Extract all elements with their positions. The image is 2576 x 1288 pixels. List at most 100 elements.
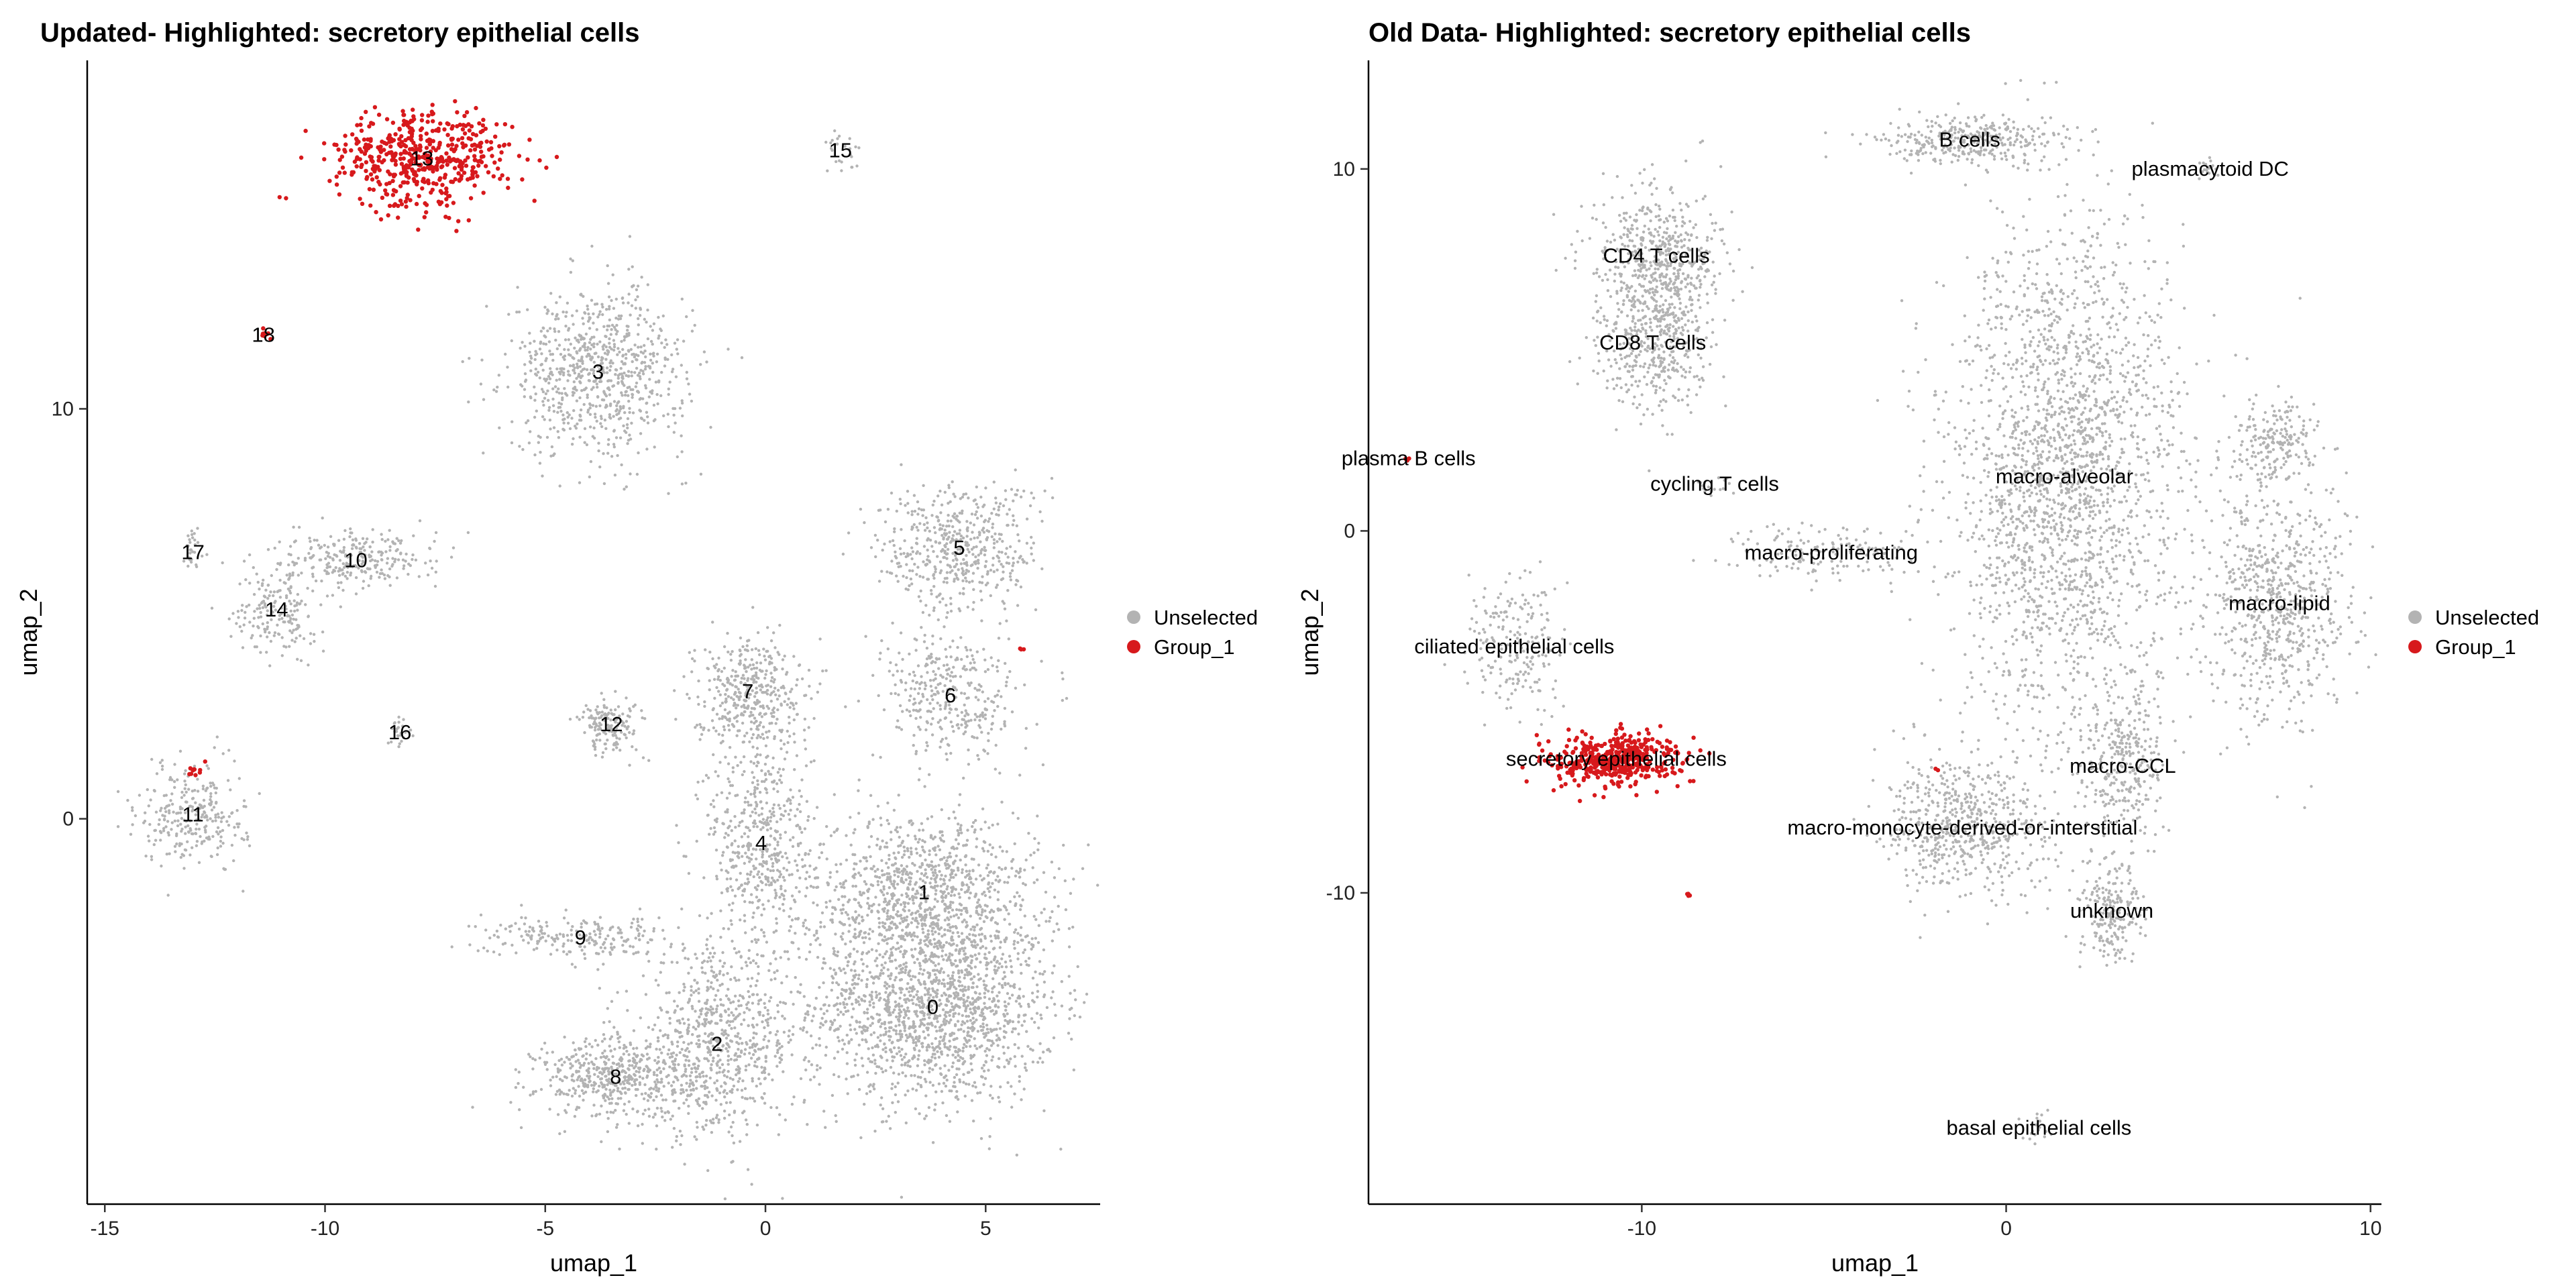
data-point <box>533 399 536 402</box>
data-point <box>1043 970 1046 973</box>
data-point <box>651 371 654 374</box>
data-point <box>741 1096 743 1099</box>
data-point <box>537 435 540 437</box>
data-point <box>818 1044 821 1046</box>
data-point <box>655 380 657 383</box>
data-point <box>579 293 582 296</box>
data-point <box>645 1076 648 1079</box>
data-point <box>875 964 878 967</box>
data-point <box>956 1110 959 1113</box>
data-point <box>939 858 942 861</box>
data-point <box>1006 1081 1009 1084</box>
data-point <box>643 344 645 347</box>
data-point <box>588 379 590 382</box>
data-point <box>728 1046 731 1049</box>
data-point <box>721 854 724 857</box>
data-point <box>576 1079 579 1081</box>
data-point <box>1024 914 1026 917</box>
data-point <box>831 912 834 915</box>
data-point <box>898 987 901 989</box>
data-point <box>769 816 772 818</box>
data-point <box>1038 924 1040 927</box>
data-point <box>558 1132 561 1135</box>
data-point <box>535 1090 537 1093</box>
data-point <box>973 1037 976 1040</box>
data-point <box>932 874 935 877</box>
data-point <box>577 359 580 362</box>
data-point <box>879 816 882 819</box>
data-point <box>482 451 484 454</box>
data-point <box>782 903 784 906</box>
data-point <box>965 870 968 873</box>
data-point <box>1070 1038 1073 1040</box>
data-point <box>674 1058 677 1061</box>
data-point <box>543 418 546 421</box>
data-point <box>687 1105 690 1108</box>
data-point <box>647 960 650 963</box>
data-point <box>557 388 559 390</box>
data-point <box>798 790 801 792</box>
data-point <box>983 910 986 912</box>
data-point <box>1010 867 1013 869</box>
data-point <box>802 924 804 927</box>
data-point <box>859 1136 862 1139</box>
data-point <box>957 843 960 845</box>
data-point <box>816 806 818 808</box>
data-point <box>561 311 564 313</box>
data-point <box>808 865 811 867</box>
data-point <box>655 1095 657 1098</box>
data-point <box>869 1060 871 1063</box>
data-point <box>695 1099 698 1102</box>
data-point <box>622 405 625 408</box>
data-point <box>563 1061 566 1063</box>
data-point <box>1022 995 1025 998</box>
data-point <box>1003 1024 1006 1027</box>
data-point <box>889 1127 892 1130</box>
data-point <box>685 1098 688 1101</box>
data-point <box>888 822 890 825</box>
data-point <box>924 994 926 996</box>
data-point <box>533 416 536 419</box>
data-point <box>645 411 648 414</box>
data-point <box>687 1112 690 1115</box>
data-point <box>549 427 551 430</box>
data-point <box>655 1048 657 1051</box>
data-point <box>600 303 603 306</box>
data-point <box>1014 928 1017 931</box>
data-point <box>892 985 894 988</box>
data-point <box>784 1118 787 1121</box>
data-point <box>860 979 863 981</box>
data-point <box>912 1002 914 1005</box>
data-point <box>911 1036 914 1038</box>
data-point <box>572 1041 575 1044</box>
data-point <box>598 310 601 313</box>
data-point <box>737 851 739 854</box>
data-point <box>859 906 862 908</box>
data-point <box>1073 1069 1075 1071</box>
data-point <box>635 358 637 361</box>
data-point <box>580 409 582 411</box>
data-point <box>636 473 639 476</box>
data-point <box>684 957 686 959</box>
data-point <box>959 824 962 826</box>
data-point <box>1018 987 1021 990</box>
data-point <box>985 1024 988 1026</box>
data-point <box>914 912 917 914</box>
data-point <box>821 967 824 969</box>
data-point <box>765 1046 768 1049</box>
data-point <box>647 283 649 286</box>
data-point <box>973 1044 976 1047</box>
data-point <box>815 876 818 879</box>
data-point <box>796 808 799 810</box>
data-point <box>637 284 639 287</box>
data-point <box>849 940 852 943</box>
data-point <box>997 898 1000 901</box>
data-point <box>1054 1014 1057 1017</box>
data-point <box>751 928 753 930</box>
data-point <box>824 962 826 965</box>
data-point <box>641 1142 644 1144</box>
data-point <box>821 1017 824 1020</box>
data-point <box>671 370 674 373</box>
data-point <box>581 362 584 365</box>
data-point <box>559 1078 561 1081</box>
